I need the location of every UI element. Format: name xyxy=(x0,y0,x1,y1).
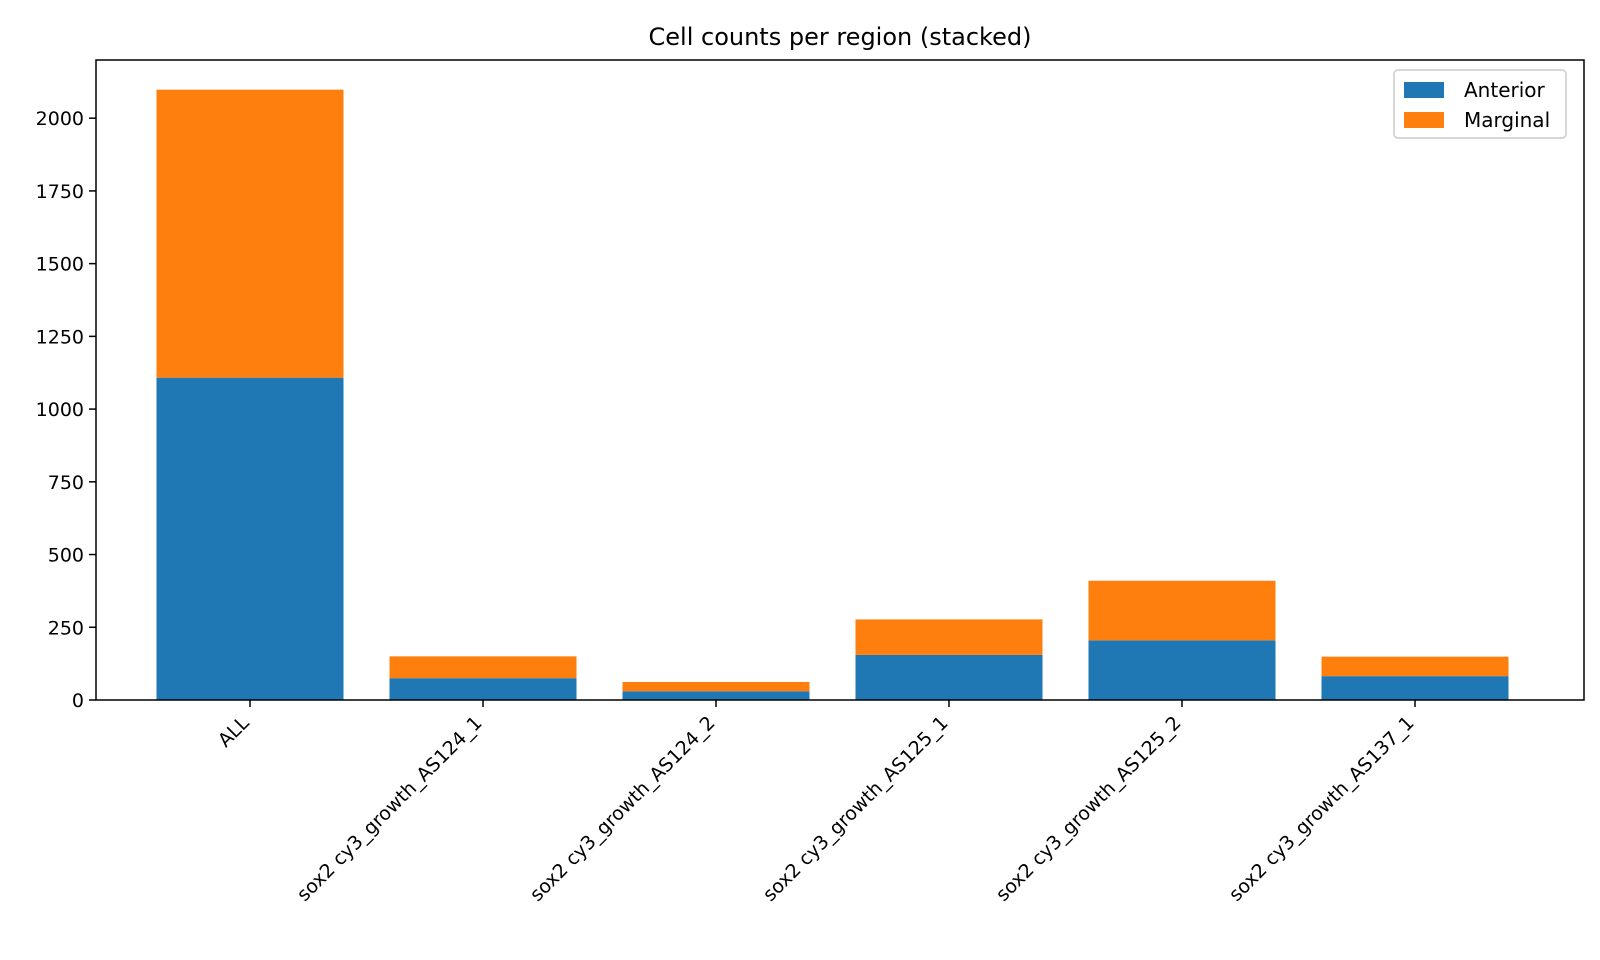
legend: Anterior Marginal xyxy=(1393,69,1567,139)
bar-marginal-1 xyxy=(389,656,577,679)
legend-swatch-marginal xyxy=(1404,112,1444,128)
x-tick-label: sox2 cy3_growth_AS124_1 xyxy=(293,712,487,906)
legend-label-anterior: Anterior xyxy=(1464,78,1546,102)
y-tick-label: 2000 xyxy=(36,108,84,130)
plot-frame xyxy=(95,59,1585,701)
x-axis: ALL sox2 cy3_growth_AS124_1 sox2 cy3_growt… xyxy=(214,700,1419,906)
y-axis: 0 250 500 750 1000 1250 1500 1750 2000 xyxy=(36,108,96,712)
x-tick-label: sox2 cy3_growth_AS125_1 xyxy=(759,712,953,906)
y-tick-label: 1250 xyxy=(36,326,84,348)
bar-anterior-2 xyxy=(622,691,810,700)
bar-marginal-3 xyxy=(855,619,1043,655)
bar-anterior-5 xyxy=(1321,676,1509,700)
bar-anterior-3 xyxy=(855,654,1043,700)
x-tick-label: ALL xyxy=(214,712,254,752)
y-tick-label: 750 xyxy=(48,472,84,494)
x-tick-label: sox2 cy3_growth_AS124_2 xyxy=(526,712,720,906)
legend-swatch-anterior xyxy=(1404,82,1444,98)
x-tick-label: sox2 cy3_growth_AS125_2 xyxy=(992,712,1186,906)
y-tick-label: 250 xyxy=(48,617,84,639)
bar-anterior-4 xyxy=(1088,640,1276,700)
y-tick-label: 1000 xyxy=(36,399,84,421)
bars-layer xyxy=(156,89,1509,700)
bar-marginal-0 xyxy=(156,89,344,378)
chart-title: Cell counts per region (stacked) xyxy=(649,23,1032,51)
y-tick-label: 1750 xyxy=(36,181,84,203)
bar-marginal-5 xyxy=(1321,656,1509,677)
legend-label-marginal: Marginal xyxy=(1464,108,1550,132)
bar-anterior-0 xyxy=(156,377,344,700)
bar-marginal-4 xyxy=(1088,580,1276,641)
x-tick-label: sox2 cy3_growth_AS137_1 xyxy=(1225,712,1419,906)
y-tick-label: 1500 xyxy=(36,254,84,276)
bar-anterior-1 xyxy=(389,678,577,700)
y-tick-label: 0 xyxy=(72,690,84,712)
y-tick-label: 500 xyxy=(48,545,84,567)
bar-marginal-2 xyxy=(622,681,810,692)
